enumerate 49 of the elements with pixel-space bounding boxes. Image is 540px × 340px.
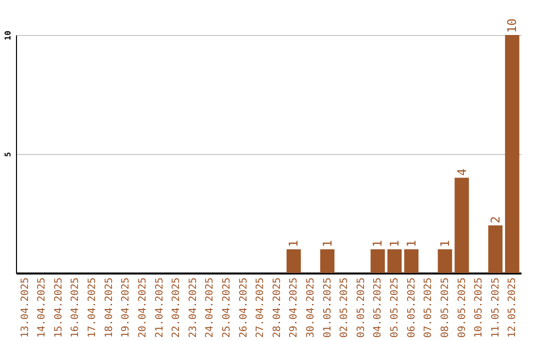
- y-tick-label: 5: [4, 152, 12, 157]
- x-tick-label: 12.05.2025: [507, 278, 518, 338]
- x-tick-label: 25.04.2025: [221, 278, 232, 338]
- data-label: 1: [438, 240, 452, 248]
- x-tick-label: 05.05.2025: [390, 278, 401, 338]
- x-tick-label: 21.04.2025: [154, 278, 166, 338]
- x-tick-label: 03.05.2025: [356, 278, 367, 338]
- x-tick-label: 08.05.2025: [440, 278, 451, 338]
- x-tick-label: 07.05.2025: [423, 278, 434, 338]
- x-tick-label: 15.04.2025: [53, 278, 64, 338]
- x-tick-label: 13.04.2025: [20, 278, 31, 338]
- x-tick-label: 11.05.2025: [490, 278, 502, 338]
- bar: [286, 249, 301, 273]
- x-tick-label: 27.04.2025: [255, 278, 266, 338]
- x-tick-label: 01.05.2025: [322, 278, 334, 338]
- x-tick-label: 30.04.2025: [306, 278, 317, 338]
- data-label: 10: [505, 18, 520, 33]
- x-tick-label: 29.04.2025: [288, 278, 300, 338]
- data-label: 1: [370, 240, 385, 248]
- x-tick-label: 19.04.2025: [120, 278, 132, 338]
- x-tick-label: 06.05.2025: [406, 278, 418, 338]
- x-tick-label: 14.04.2025: [36, 278, 48, 338]
- x-tick-label: 28.04.2025: [272, 278, 283, 338]
- x-tick-label: 16.04.2025: [70, 278, 82, 338]
- x-tick-label: 24.04.2025: [204, 278, 216, 338]
- x-tick-label: 10.05.2025: [474, 278, 485, 338]
- bar: [387, 249, 402, 273]
- x-tick-label: 04.05.2025: [372, 278, 384, 338]
- bar: [454, 178, 469, 273]
- x-tick-label: 22.04.2025: [171, 278, 182, 338]
- bar: [488, 225, 503, 273]
- x-tick-label: 09.05.2025: [456, 278, 468, 338]
- data-label: 2: [488, 216, 502, 224]
- data-label: 1: [320, 240, 334, 248]
- x-tick-label: 18.04.2025: [104, 278, 115, 338]
- x-tick-label: 17.04.2025: [87, 278, 98, 338]
- bar: [438, 249, 452, 273]
- bar: [404, 249, 418, 273]
- data-label: 4: [454, 168, 469, 176]
- x-tick-label: 23.04.2025: [188, 278, 199, 338]
- data-label: 1: [286, 240, 301, 248]
- bar: [370, 249, 385, 273]
- bar: [320, 249, 334, 273]
- x-tick-label: 20.04.2025: [137, 278, 148, 338]
- x-tick-label: 26.04.2025: [238, 278, 250, 338]
- data-label: 1: [404, 240, 418, 248]
- bar: [505, 35, 520, 273]
- x-tick-label: 02.05.2025: [339, 278, 350, 338]
- data-label: 1: [388, 240, 402, 248]
